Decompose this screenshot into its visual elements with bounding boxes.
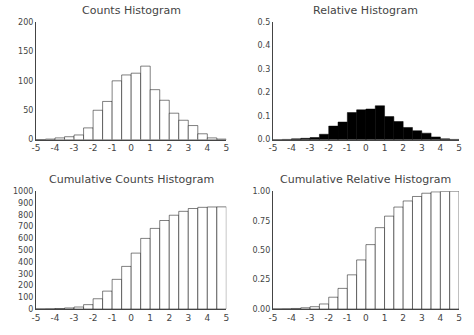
svg-text:-4: -4 [287, 313, 296, 323]
svg-text:100: 100 [18, 77, 33, 86]
svg-text:200: 200 [18, 18, 33, 27]
svg-text:2: 2 [400, 143, 406, 153]
svg-text:0: 0 [28, 135, 33, 144]
svg-text:-5: -5 [32, 313, 41, 323]
svg-text:Cumulative Counts Histogram: Cumulative Counts Histogram [49, 173, 214, 186]
svg-text:0.25: 0.25 [252, 275, 270, 284]
svg-text:0: 0 [28, 305, 33, 314]
svg-text:50: 50 [23, 106, 33, 115]
svg-text:-1: -1 [343, 313, 352, 323]
svg-text:1: 1 [147, 313, 153, 323]
svg-text:-3: -3 [306, 313, 315, 323]
svg-text:3: 3 [419, 313, 425, 323]
svg-text:0: 0 [128, 143, 134, 153]
svg-text:900: 900 [18, 199, 33, 208]
svg-text:0.00: 0.00 [252, 305, 270, 314]
svg-text:100: 100 [18, 293, 33, 302]
svg-text:2: 2 [166, 313, 172, 323]
svg-text:0.50: 0.50 [252, 246, 270, 255]
svg-text:3: 3 [185, 313, 191, 323]
svg-text:0.0: 0.0 [258, 135, 271, 144]
svg-text:0.4: 0.4 [258, 41, 271, 50]
svg-text:0.75: 0.75 [252, 217, 270, 226]
svg-text:4: 4 [438, 143, 444, 153]
svg-text:0.3: 0.3 [258, 65, 271, 74]
svg-text:2: 2 [166, 143, 172, 153]
svg-text:-2: -2 [89, 143, 98, 153]
svg-text:-5: -5 [32, 143, 41, 153]
svg-text:300: 300 [18, 270, 33, 279]
svg-text:600: 600 [18, 234, 33, 243]
svg-text:1.00: 1.00 [252, 187, 270, 196]
svg-text:0.2: 0.2 [258, 88, 271, 97]
svg-text:3: 3 [185, 143, 191, 153]
svg-text:Counts Histogram: Counts Histogram [82, 4, 181, 17]
svg-text:4: 4 [204, 313, 210, 323]
svg-text:500: 500 [18, 246, 33, 255]
svg-text:3: 3 [419, 143, 425, 153]
svg-text:-5: -5 [268, 143, 277, 153]
svg-text:1: 1 [382, 143, 388, 153]
svg-text:800: 800 [18, 211, 33, 220]
svg-text:0: 0 [363, 313, 369, 323]
svg-text:-5: -5 [268, 313, 277, 323]
svg-text:-3: -3 [70, 313, 79, 323]
svg-text:Cumulative Relative Histogram: Cumulative Relative Histogram [280, 173, 451, 186]
svg-text:4: 4 [438, 313, 444, 323]
svg-text:-3: -3 [70, 143, 79, 153]
svg-text:-4: -4 [287, 143, 296, 153]
svg-text:1000: 1000 [13, 187, 33, 196]
svg-text:-3: -3 [306, 143, 315, 153]
svg-text:-2: -2 [324, 313, 333, 323]
svg-text:1: 1 [382, 313, 388, 323]
svg-text:-2: -2 [89, 313, 98, 323]
svg-text:-4: -4 [51, 143, 60, 153]
svg-text:0: 0 [128, 313, 134, 323]
svg-text:0.1: 0.1 [258, 112, 271, 121]
svg-text:700: 700 [18, 222, 33, 231]
svg-text:0.5: 0.5 [258, 18, 271, 27]
svg-text:5: 5 [456, 313, 462, 323]
svg-text:4: 4 [204, 143, 210, 153]
svg-text:-1: -1 [108, 313, 117, 323]
svg-text:-2: -2 [324, 143, 333, 153]
svg-text:-1: -1 [343, 143, 352, 153]
svg-text:0: 0 [363, 143, 369, 153]
svg-text:Relative Histogram: Relative Histogram [313, 4, 418, 17]
svg-text:-1: -1 [108, 143, 117, 153]
svg-text:400: 400 [18, 258, 33, 267]
svg-text:5: 5 [223, 143, 229, 153]
svg-text:5: 5 [456, 143, 462, 153]
svg-text:-4: -4 [51, 313, 60, 323]
svg-text:150: 150 [18, 47, 33, 56]
svg-text:200: 200 [18, 281, 33, 290]
svg-text:5: 5 [223, 313, 229, 323]
svg-text:2: 2 [400, 313, 406, 323]
svg-text:1: 1 [147, 143, 153, 153]
